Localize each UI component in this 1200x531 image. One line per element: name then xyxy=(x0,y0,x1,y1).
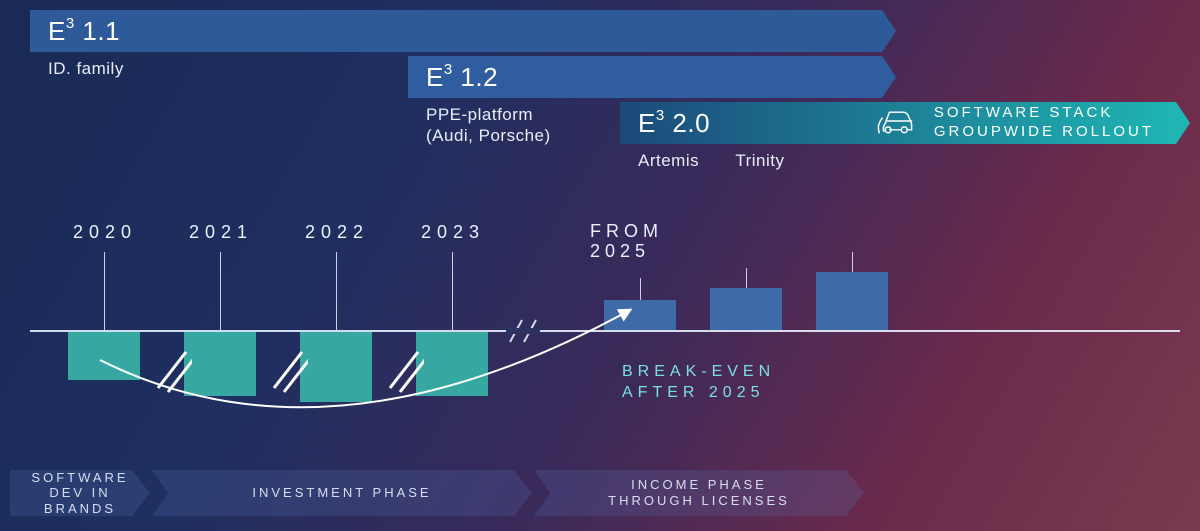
break-even-label: BREAK-EVEN AFTER 2025 xyxy=(622,362,775,404)
slash-3 xyxy=(384,346,416,378)
year-2022: 2022 xyxy=(292,222,382,243)
gantt-bar-e20: E3 2.0 SOFTWARE STACK GROUPWIDE R xyxy=(620,102,1176,144)
bar-title-e20: E3 2.0 xyxy=(638,108,710,139)
car-sensor-icon xyxy=(872,103,916,144)
gantt-bar-e12: E3 1.2 xyxy=(408,56,882,98)
tick-2023 xyxy=(452,252,453,330)
year-2023: 2023 xyxy=(408,222,498,243)
neg-bar-2020 xyxy=(68,332,140,380)
bar-title-e11: E3 1.1 xyxy=(48,16,120,47)
gantt-row-e20: E3 2.0 SOFTWARE STACK GROUPWIDE R xyxy=(30,102,1190,144)
tick-pos-2 xyxy=(746,268,747,290)
bar-title-e12: E3 1.2 xyxy=(426,62,498,93)
arrowhead-e12 xyxy=(882,56,896,98)
tick-pos-3 xyxy=(852,252,853,274)
gantt-section: E3 1.1 ID. family E3 1.2 PPE-platform (A… xyxy=(30,10,1190,148)
arrowhead-e20 xyxy=(1176,102,1190,144)
sublabel-e20: Artemis Trinity xyxy=(638,150,785,171)
tick-2020 xyxy=(104,252,105,330)
arrowhead-e11 xyxy=(882,10,896,52)
tick-2022 xyxy=(336,252,337,330)
axis-break-mask xyxy=(506,328,540,334)
year-2021: 2021 xyxy=(176,222,266,243)
e20-right-block: SOFTWARE STACK GROUPWIDE ROLLOUT xyxy=(872,103,1154,144)
phase-software-dev: SOFTWARE DEV IN BRANDS xyxy=(10,470,150,516)
phase-investment: INVESTMENT PHASE xyxy=(152,470,532,516)
neg-bar-2023 xyxy=(416,332,488,396)
e20-right-text: SOFTWARE STACK GROUPWIDE ROLLOUT xyxy=(934,104,1154,142)
neg-bar-2021 xyxy=(184,332,256,396)
phase-row: SOFTWARE DEV IN BRANDS INVESTMENT PHASE … xyxy=(10,470,1190,516)
tick-pos-1 xyxy=(640,278,641,300)
year-2020: 2020 xyxy=(60,222,150,243)
gantt-row-e11: E3 1.1 ID. family xyxy=(30,10,1190,52)
pos-bar-1 xyxy=(604,300,676,330)
gantt-row-e12: E3 1.2 PPE-platform (Audi, Porsche) xyxy=(30,56,1190,98)
year-axis-labels: 2020 2021 2022 2023 xyxy=(60,222,498,243)
tick-2021 xyxy=(220,252,221,330)
pos-bar-2 xyxy=(710,288,782,330)
slash-1 xyxy=(152,346,184,378)
pos-bar-3 xyxy=(816,272,888,330)
year-from-2025: FROM 2025 xyxy=(590,222,690,262)
slash-2 xyxy=(268,346,300,378)
neg-bar-2022 xyxy=(300,332,372,402)
phase-income: INCOME PHASE THROUGH LICENSES xyxy=(534,470,864,516)
gantt-bar-e11: E3 1.1 xyxy=(30,10,882,52)
